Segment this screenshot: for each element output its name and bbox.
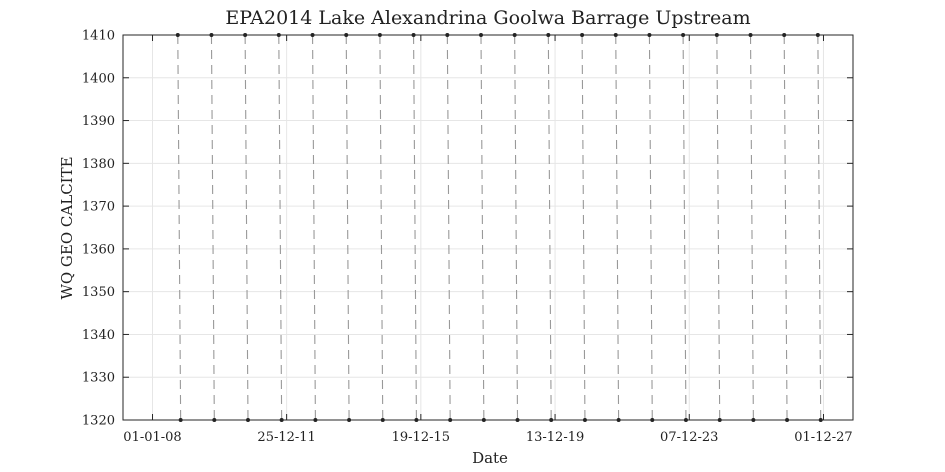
y-tick-label: 1400 xyxy=(82,71,115,86)
drop-line xyxy=(648,34,653,421)
y-tick-label: 1360 xyxy=(82,242,115,257)
y-tick-label: 1390 xyxy=(82,114,115,129)
y-tick-label: 1410 xyxy=(82,29,115,44)
y-tick-label: 1330 xyxy=(82,371,115,386)
drop-line xyxy=(480,34,485,421)
x-axis-label: Date xyxy=(472,449,508,467)
drop-line xyxy=(514,34,519,421)
drop-line xyxy=(413,34,417,421)
y-tick-label: 1320 xyxy=(82,414,115,429)
drop-line xyxy=(446,34,451,421)
drop-line xyxy=(312,34,316,421)
y-tick-label: 1350 xyxy=(82,285,115,300)
x-tick-label: 25-12-11 xyxy=(257,430,315,445)
drop-line xyxy=(244,34,249,421)
drop-line xyxy=(682,34,687,421)
chart-title: EPA2014 Lake Alexandrina Goolwa Barrage … xyxy=(225,7,750,29)
x-tick-label: 01-12-27 xyxy=(794,430,852,445)
y-tick-label: 1370 xyxy=(82,200,115,215)
drop-line xyxy=(379,34,384,421)
grid-layer xyxy=(123,34,853,421)
y-tick-label: 1380 xyxy=(82,157,115,172)
drop-line xyxy=(581,34,586,421)
x-tick-label: 19-12-15 xyxy=(392,430,450,445)
drop-line xyxy=(345,34,350,421)
drop-line xyxy=(177,34,182,421)
drop-line xyxy=(615,34,620,421)
tick-layer: 1320 1330 1340 1350 1360 1370 1380 1390 1400 1410… xyxy=(82,29,853,445)
x-tick-label: 01-01-08 xyxy=(123,430,181,445)
data-points xyxy=(175,33,823,422)
drop-line xyxy=(783,34,788,421)
plot-frame xyxy=(122,34,854,421)
drop-line xyxy=(817,34,822,421)
x-tick-label: 13-12-19 xyxy=(526,430,584,445)
drop-line xyxy=(547,34,552,421)
y-axis-label: WQ GEO CALCITE xyxy=(58,156,76,299)
drop-line xyxy=(749,34,754,421)
x-tick-label: 07-12-23 xyxy=(660,430,718,445)
drop-line xyxy=(210,34,215,421)
drop-line xyxy=(278,34,283,421)
drop-lines xyxy=(177,34,822,421)
drop-line xyxy=(716,34,721,421)
y-tick-label: 1340 xyxy=(82,328,115,343)
